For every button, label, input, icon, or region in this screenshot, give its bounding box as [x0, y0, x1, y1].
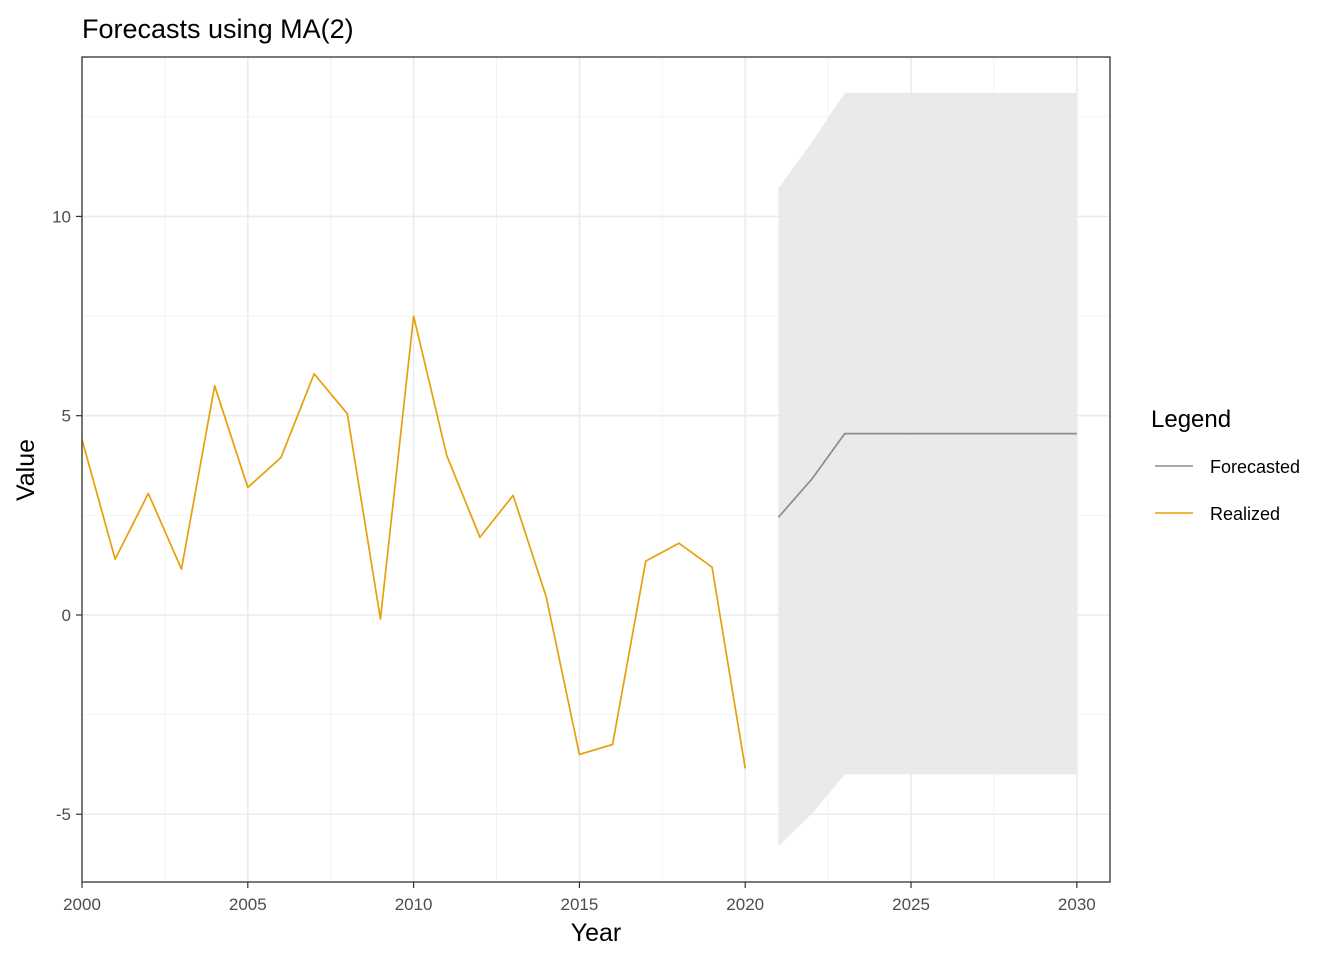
legend: Legend Forecasted Realized: [1151, 406, 1300, 524]
legend-entry-forecasted: Forecasted: [1155, 457, 1300, 477]
x-tick-label: 2000: [63, 895, 101, 914]
y-axis-ticks: -5 0 5 10: [52, 207, 82, 824]
x-axis-ticks: 2000 2005 2010 2015 2020 2025 2030: [63, 882, 1096, 914]
y-tick-label: -5: [56, 805, 71, 824]
forecast-interval-layer: [778, 92, 1077, 847]
y-axis-title: Value: [12, 439, 40, 501]
series-line-realized: [81, 315, 747, 769]
forecast-interval-band: [778, 92, 1077, 847]
x-tick-label: 2025: [892, 895, 930, 914]
y-tick-label: 10: [52, 207, 71, 226]
legend-entry-realized: Realized: [1155, 504, 1280, 524]
series-layer: [81, 315, 1077, 769]
legend-label-forecasted: Forecasted: [1210, 457, 1300, 477]
y-tick-label: 5: [62, 407, 71, 426]
x-tick-label: 2010: [395, 895, 433, 914]
panel-border: [81, 56, 1111, 883]
y-tick-label: 0: [62, 606, 71, 625]
plot-panel: [81, 56, 1111, 883]
x-tick-label: 2030: [1058, 895, 1096, 914]
chart-title: Forecasts using MA(2): [82, 14, 354, 44]
legend-label-realized: Realized: [1210, 504, 1280, 524]
x-axis-title: Year: [571, 919, 622, 947]
legend-title: Legend: [1151, 406, 1231, 433]
x-tick-label: 2020: [726, 895, 764, 914]
x-tick-label: 2015: [561, 895, 599, 914]
x-tick-label: 2005: [229, 895, 267, 914]
series-line-forecasted: [777, 432, 1077, 518]
